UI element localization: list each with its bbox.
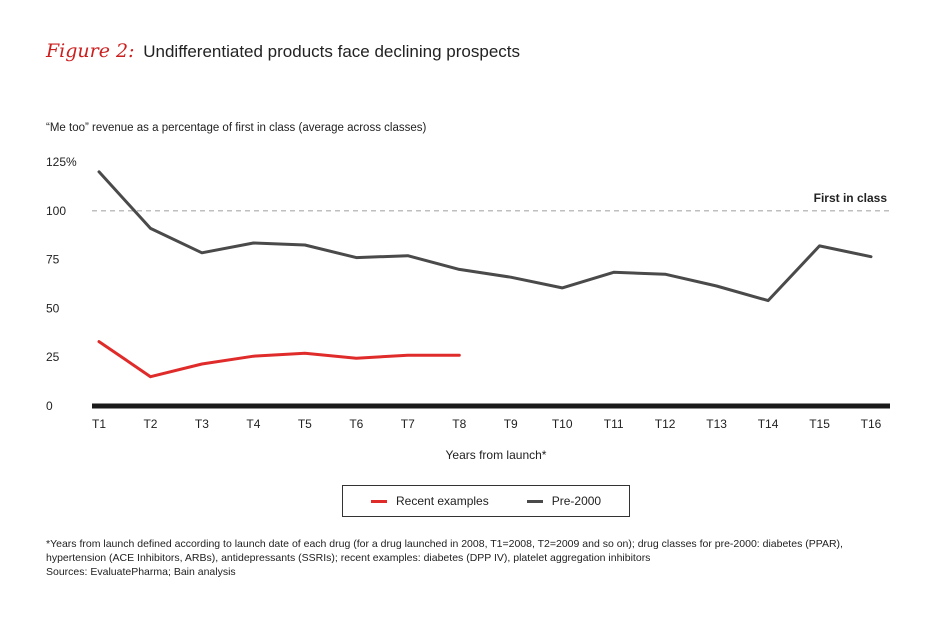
legend-label-pre2000: Pre-2000 (551, 494, 602, 508)
x-tick-label: T11 (604, 417, 624, 431)
x-tick-label: T14 (758, 417, 779, 431)
series-line-recent-examples (97, 340, 461, 379)
y-tick-label: 75 (46, 253, 60, 267)
x-tick-label: T15 (809, 417, 830, 431)
x-tick-label: T7 (401, 417, 415, 431)
series-lines (97, 170, 873, 379)
x-tick-label: T8 (452, 417, 466, 431)
legend-item-recent: Recent examples (371, 494, 489, 508)
x-tick-label: T13 (706, 417, 727, 431)
x-tick-label: T16 (861, 417, 882, 431)
y-tick-label: 125% (46, 155, 77, 169)
y-tick-label: 100 (46, 204, 66, 218)
sources-line: Sources: EvaluatePharma; Bain analysis (46, 566, 236, 578)
footnote-line-1: *Years from launch defined according to … (46, 538, 843, 550)
legend-swatch-recent (371, 499, 387, 503)
x-axis-label: Years from launch* (446, 448, 547, 462)
x-tick-label: T3 (195, 417, 209, 431)
x-tick-label: T1 (92, 417, 106, 431)
first-in-class-label: First in class (814, 191, 888, 205)
y-axis-ticks: 0 25 50 75 100 125% (46, 155, 77, 413)
reference-line-group: First in class (92, 191, 890, 212)
x-tick-label: T10 (552, 417, 573, 431)
chart-subtitle: “Me too” revenue as a percentage of firs… (46, 122, 427, 134)
chart-legend: Recent examples Pre-2000 (342, 485, 630, 517)
y-tick-label: 50 (46, 301, 60, 315)
x-tick-label: T12 (655, 417, 676, 431)
legend-swatch-pre2000 (526, 499, 543, 503)
y-tick-label: 25 (46, 350, 60, 364)
figure-label: Figure 2: (46, 40, 135, 62)
y-tick-label: 0 (46, 399, 53, 413)
x-axis-ticks: T1 T2 T3 T4 T5 T6 T7 T8 T9 T10 T11 T12 T13 T14 T15 T16 (92, 417, 882, 431)
x-tick-label: T9 (504, 417, 518, 431)
x-tick-label: T5 (298, 417, 312, 431)
series-line-pre-2000 (97, 170, 873, 303)
x-tick-label: T2 (143, 417, 157, 431)
figure-title-text: Undifferentiated products face declining… (143, 42, 520, 61)
figure-title: Figure 2: Undifferentiated products face… (46, 40, 520, 62)
footnote-line-2: hypertension (ACE Inhibitors, ARBs), ant… (46, 552, 651, 564)
footnotes: *Years from launch defined according to … (46, 537, 916, 579)
legend-label-recent: Recent examples (396, 494, 489, 508)
x-tick-label: T6 (349, 417, 363, 431)
legend-item-pre2000: Pre-2000 (526, 494, 602, 508)
x-tick-label: T4 (246, 417, 260, 431)
